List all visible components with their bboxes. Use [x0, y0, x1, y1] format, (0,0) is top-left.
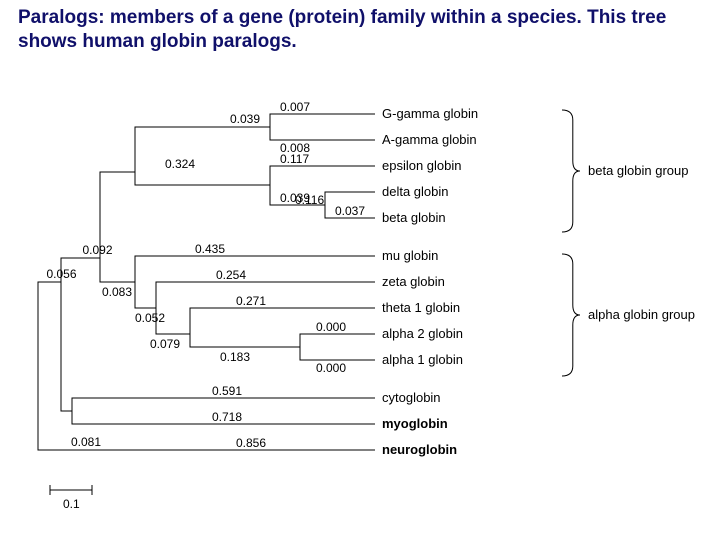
tip-label-theta1: theta 1 globin — [382, 300, 460, 315]
branch-length-label: 0.007 — [280, 100, 310, 114]
branch-length-label: 0.079 — [150, 337, 180, 351]
tree-branch — [61, 282, 72, 411]
tip-label-neuro: neuroglobin — [382, 442, 457, 457]
tip-label-zeta: zeta globin — [382, 274, 445, 289]
branch-length-label: 0.117 — [280, 152, 309, 166]
branch-length-label: 0.254 — [216, 268, 246, 282]
branch-length-label: 0.083 — [102, 285, 132, 299]
branch-length-label: 0.718 — [212, 410, 242, 424]
tip-label-delta: delta globin — [382, 184, 449, 199]
branch-length-label: 0.081 — [71, 435, 101, 449]
phylogenetic-tree: 0.0560.0920.3240.0390.0070.0080.1170.039… — [0, 0, 720, 540]
branch-length-label: 0.856 — [236, 436, 266, 450]
tree-branch — [100, 258, 135, 282]
branch-length-label: 0.000 — [316, 361, 346, 375]
branch-length-label: 0.435 — [195, 242, 225, 256]
group-brace — [562, 254, 580, 376]
tree-branch — [135, 256, 375, 282]
group-label: alpha globin group — [588, 307, 695, 322]
tip-label-epsilon: epsilon globin — [382, 158, 462, 173]
branch-length-label: 0.000 — [316, 320, 346, 334]
tip-label-alpha2: alpha 2 globin — [382, 326, 463, 341]
tree-branch — [300, 347, 375, 360]
tip-label-a_gamma: A-gamma globin — [382, 132, 477, 147]
tip-label-mu: mu globin — [382, 248, 438, 263]
tip-label-alpha1: alpha 1 globin — [382, 352, 463, 367]
branch-length-label: 0.092 — [83, 243, 113, 257]
tree-branch — [270, 127, 375, 140]
tree-branch — [270, 166, 375, 185]
branch-length-label: 0.039 — [230, 112, 260, 126]
tip-label-beta: beta globin — [382, 210, 446, 225]
tree-branch — [270, 114, 375, 127]
branch-length-label: 0.116 — [295, 193, 324, 207]
tip-label-g_gamma: G-gamma globin — [382, 106, 478, 121]
branch-length-label: 0.056 — [47, 267, 77, 281]
tree-branch — [300, 334, 375, 347]
branch-length-label: 0.052 — [135, 311, 165, 325]
tree-branch — [38, 282, 61, 366]
tree-branch — [135, 282, 156, 308]
scale-bar — [50, 485, 92, 495]
tree-branch — [190, 308, 375, 334]
group-label: beta globin group — [588, 163, 688, 178]
branch-length-label: 0.271 — [236, 294, 266, 308]
tree-branch — [190, 334, 300, 347]
branch-length-label: 0.183 — [220, 350, 250, 364]
tip-label-cyto: cytoglobin — [382, 390, 441, 405]
tree-branch — [135, 127, 270, 172]
tip-label-myo: myoglobin — [382, 416, 448, 431]
branch-length-label: 0.324 — [165, 157, 195, 171]
branch-length-label: 0.037 — [335, 204, 365, 218]
scale-bar-label: 0.1 — [63, 497, 80, 511]
tree-branch — [135, 172, 270, 185]
branch-length-label: 0.591 — [212, 384, 242, 398]
group-brace — [562, 110, 580, 232]
